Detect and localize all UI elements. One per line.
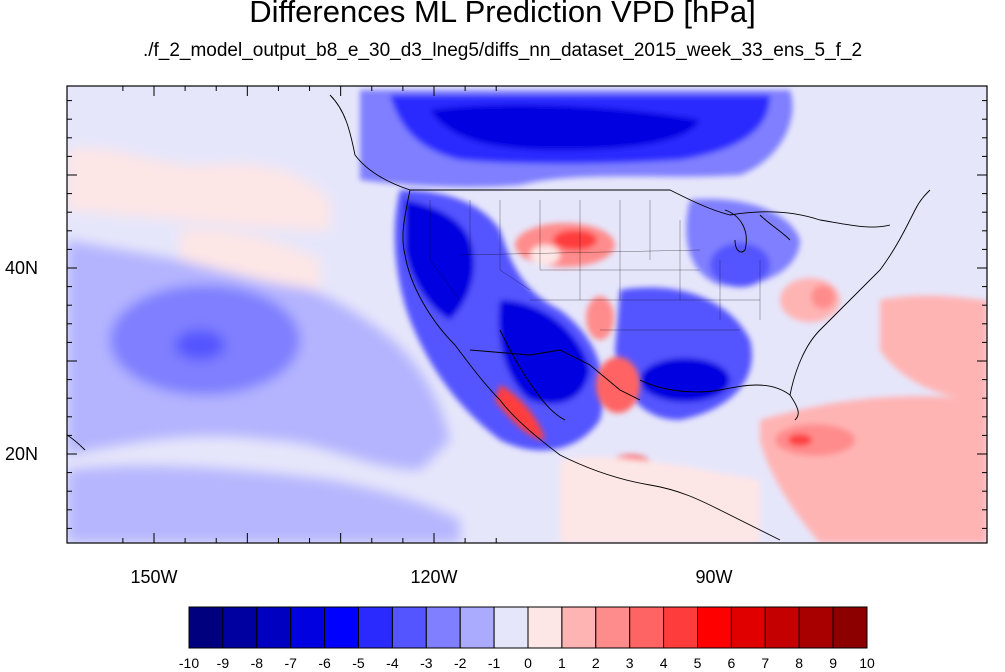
lon-label-150w: 150W bbox=[130, 567, 178, 587]
colorbar-label: 8 bbox=[795, 655, 804, 671]
pacific-coastline bbox=[329, 94, 781, 541]
carolina-red bbox=[811, 285, 835, 309]
colorbar-label: 1 bbox=[557, 655, 566, 671]
colorbar-swatch bbox=[391, 606, 427, 649]
canada-deep-core bbox=[430, 104, 700, 150]
colorbar-label: 3 bbox=[625, 655, 634, 671]
colorbar-swatch bbox=[798, 606, 834, 649]
colorbar-label: -9 bbox=[216, 655, 230, 671]
axis-ticks bbox=[67, 86, 987, 543]
mexico-red-area bbox=[596, 357, 640, 413]
colorbar-swatch bbox=[324, 606, 360, 649]
colorbar-swatch bbox=[493, 606, 529, 649]
lon-label-90w: 90W bbox=[695, 567, 733, 587]
atlantic-coastline bbox=[789, 189, 931, 396]
colorbar-swatch bbox=[832, 606, 868, 649]
atlantic-pink-east bbox=[880, 295, 987, 400]
colorbar-swatch bbox=[527, 606, 563, 649]
texas-deep-blue bbox=[640, 358, 730, 402]
pacific-northwest-deep bbox=[405, 200, 474, 320]
gulf-coastline bbox=[639, 379, 799, 421]
north-pacific-pink bbox=[67, 147, 330, 230]
lon-label-120w: 120W bbox=[410, 567, 458, 587]
colorbar-label: 4 bbox=[659, 655, 668, 671]
plains-red-core bbox=[553, 230, 597, 250]
state-borders bbox=[429, 200, 761, 331]
new-mexico-red bbox=[586, 296, 614, 340]
colorbar-swatch bbox=[697, 606, 732, 649]
colorbar-label: -4 bbox=[386, 655, 399, 671]
map-title: Differences ML Prediction VPD [hPa] bbox=[249, 0, 756, 29]
us-mexico-border bbox=[469, 349, 641, 401]
colorbar-label: 0 bbox=[524, 655, 532, 671]
caribbean-red-core bbox=[788, 434, 812, 446]
colorbar-swatch bbox=[595, 606, 631, 649]
hawaii-outline bbox=[67, 434, 86, 451]
colorbar-label: 2 bbox=[591, 655, 600, 671]
tropical-pink bbox=[560, 457, 760, 543]
southern-blue-band bbox=[67, 465, 460, 543]
colorbar-label: -3 bbox=[420, 655, 433, 671]
nevada-pale-pink bbox=[530, 245, 560, 265]
colorbar-label: -6 bbox=[318, 655, 331, 671]
land-outlines bbox=[67, 94, 931, 541]
baja-red-strip bbox=[495, 385, 545, 440]
midwest-blue-core bbox=[710, 243, 770, 287]
colorbar-label: 7 bbox=[761, 655, 770, 671]
colorbar bbox=[188, 606, 868, 649]
field-layer bbox=[67, 86, 987, 543]
colorbar-label: -7 bbox=[284, 655, 297, 671]
colorbar-swatch bbox=[663, 606, 699, 649]
colorbar-swatch bbox=[730, 606, 766, 649]
colorbar-swatch bbox=[290, 606, 326, 649]
caribbean-red bbox=[775, 424, 855, 456]
colorbar-swatch bbox=[459, 606, 495, 649]
vpd-difference-map bbox=[66, 85, 988, 544]
pacific-blue-core bbox=[175, 330, 225, 360]
baja-coastline bbox=[499, 329, 566, 421]
lake-michigan bbox=[724, 209, 747, 253]
pacific-pink-strip bbox=[180, 229, 320, 290]
colorbar-swatch bbox=[764, 606, 800, 649]
colorbar-swatch bbox=[358, 606, 393, 649]
colorbar-swatch bbox=[256, 606, 292, 649]
us-canada-border bbox=[410, 189, 891, 228]
lat-label-40n: 40N bbox=[4, 258, 38, 278]
colorbar-label: -1 bbox=[487, 655, 501, 671]
colorbar-swatch bbox=[188, 606, 224, 649]
colorbar-label: -10 bbox=[178, 655, 200, 671]
colorbar-swatch bbox=[425, 606, 461, 649]
colorbar-label: -2 bbox=[453, 655, 467, 671]
lat-label-20n: 20N bbox=[4, 444, 38, 464]
colorbar-label: 9 bbox=[829, 655, 837, 671]
plot-frame bbox=[66, 85, 988, 544]
colorbar-label: -8 bbox=[250, 655, 264, 671]
colorbar-swatch bbox=[561, 606, 597, 649]
colorbar-label: 5 bbox=[693, 655, 702, 671]
colorbar-label: -5 bbox=[352, 655, 365, 671]
colorbar-label: 6 bbox=[727, 655, 736, 671]
colorbar-swatch bbox=[222, 606, 258, 649]
map-subtitle: ./f_2_model_output_b8_e_30_d3_lneg5/diff… bbox=[142, 40, 863, 61]
colorbar-label: 10 bbox=[859, 655, 875, 671]
lake-huron bbox=[759, 214, 791, 241]
colorbar-swatch bbox=[629, 606, 665, 649]
southwest-deep-blue bbox=[498, 300, 590, 404]
